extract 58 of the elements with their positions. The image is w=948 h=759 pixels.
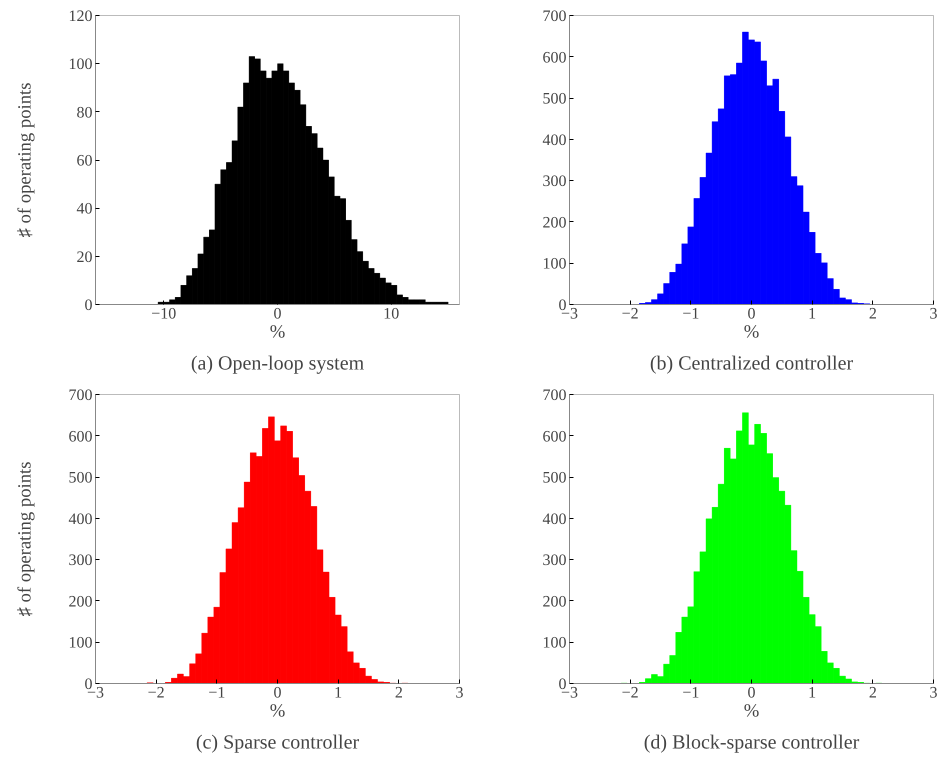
x-axis-title: % xyxy=(270,322,286,342)
y-tick-label: 600 xyxy=(68,428,92,446)
y-tick-label: 200 xyxy=(68,593,92,610)
x-tick-label: 3 xyxy=(930,306,938,322)
text: (c) Sparse controller xyxy=(196,732,360,754)
y-tick-label: 700 xyxy=(68,387,92,404)
text: (a) Open-loop system xyxy=(190,352,365,374)
y-tick-label: 700 xyxy=(542,387,566,404)
x-axis-title: % xyxy=(744,322,760,342)
x-tick-label: 3 xyxy=(456,684,464,702)
y-tick-label: 100 xyxy=(68,56,92,74)
text: (b) Centralized controller xyxy=(650,352,854,374)
y-tick-label: 300 xyxy=(68,552,92,570)
x-tick-label: 0 xyxy=(748,306,756,322)
x-tick-label: −2 xyxy=(622,684,639,702)
y-tick-label: 600 xyxy=(542,428,566,446)
x-tick-label: 2 xyxy=(394,684,403,702)
x-tick-label: 10 xyxy=(383,306,400,322)
x-tick-label: −1 xyxy=(682,684,700,702)
y-axis-title: ♯ of operating points xyxy=(14,462,36,616)
y-tick-label: 700 xyxy=(542,8,566,25)
y-tick-label: 300 xyxy=(542,173,566,190)
x-tick-label: 0 xyxy=(274,684,282,702)
x-tick-label: 3 xyxy=(930,684,938,702)
x-tick-label: −2 xyxy=(622,306,639,322)
y-tick-label: 400 xyxy=(542,132,566,149)
y-tick-label: 100 xyxy=(542,256,566,273)
y-tick-label: 200 xyxy=(542,593,566,610)
y-tick-label: 40 xyxy=(76,200,92,218)
y-tick-label: 600 xyxy=(542,49,566,66)
x-tick-label: −1 xyxy=(208,684,226,702)
y-tick-label: 60 xyxy=(76,152,92,170)
x-axis-title: % xyxy=(744,700,760,722)
x-tick-label: −2 xyxy=(148,684,165,702)
y-tick-label: 400 xyxy=(68,510,92,528)
x-tick-label: 1 xyxy=(808,306,816,322)
x-tick-label: 2 xyxy=(868,684,877,702)
y-tick-label: 200 xyxy=(542,214,566,232)
y-tick-label: 80 xyxy=(76,104,92,122)
text: (d) Block-sparse controller xyxy=(644,732,860,754)
x-tick-label: 1 xyxy=(808,684,816,702)
x-tick-label: 0 xyxy=(748,684,756,702)
y-tick-label: 100 xyxy=(542,634,566,652)
y-tick-label: 400 xyxy=(542,510,566,528)
x-tick-label: 2 xyxy=(868,306,877,322)
y-axis-title: ♯ of operating points xyxy=(14,82,36,238)
y-tick-label: 500 xyxy=(542,90,566,108)
x-axis-title: % xyxy=(270,700,286,722)
y-tick-label: 500 xyxy=(542,470,566,487)
y-tick-label: 100 xyxy=(68,634,92,652)
y-tick-label: 300 xyxy=(542,552,566,570)
y-tick-label: 20 xyxy=(76,248,92,266)
x-tick-label: 1 xyxy=(334,684,342,702)
y-tick-label: 120 xyxy=(68,8,92,25)
x-tick-label: 0 xyxy=(274,306,282,322)
x-tick-label: −1 xyxy=(682,306,700,322)
x-tick-label: −10 xyxy=(151,306,176,322)
y-tick-label: 500 xyxy=(68,470,92,487)
